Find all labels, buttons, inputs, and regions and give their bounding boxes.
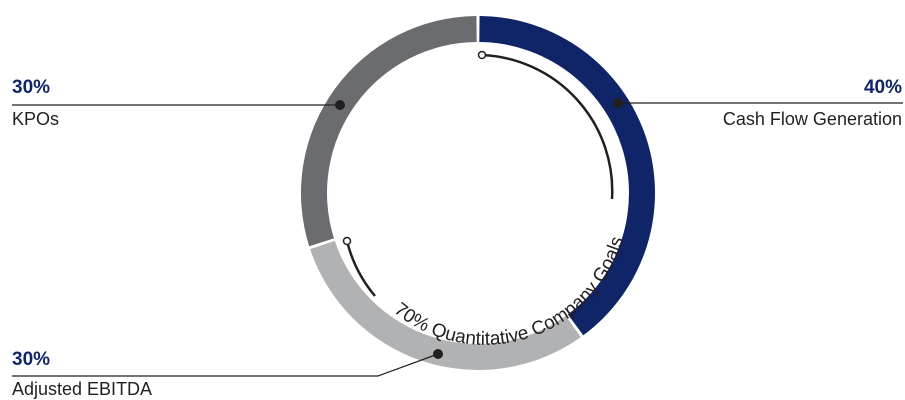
adjusted-ebitda-label: Adjusted EBITDA [12, 379, 152, 399]
bracket-end-marker [342, 236, 352, 246]
callout-adjusted-ebitda: 30% Adjusted EBITDA [12, 349, 443, 399]
slice-cash-flow-generation [479, 16, 655, 336]
bracket-start-marker [477, 50, 487, 60]
kpos-label: KPOs [12, 109, 59, 129]
callout-kpos: 30% KPOs [12, 77, 345, 129]
callout-dot [335, 100, 345, 110]
slice-adjusted-ebitda [310, 240, 581, 371]
adjusted-ebitda-percent: 30% [12, 349, 50, 370]
arc-annotation: 70% Quantitative Company Goals [390, 234, 628, 350]
callout-dot [613, 98, 623, 108]
kpos-percent: 30% [12, 77, 50, 98]
callout-dot [433, 349, 443, 359]
quantitative-bracket: 70% Quantitative Company Goals [342, 50, 628, 350]
slice-kpos [301, 16, 477, 247]
callout-cash-flow: 40% Cash Flow Generation [613, 77, 903, 129]
cash-flow-percent: 40% [864, 77, 902, 98]
cash-flow-label: Cash Flow Generation [723, 109, 902, 129]
donut-ring [301, 16, 655, 371]
